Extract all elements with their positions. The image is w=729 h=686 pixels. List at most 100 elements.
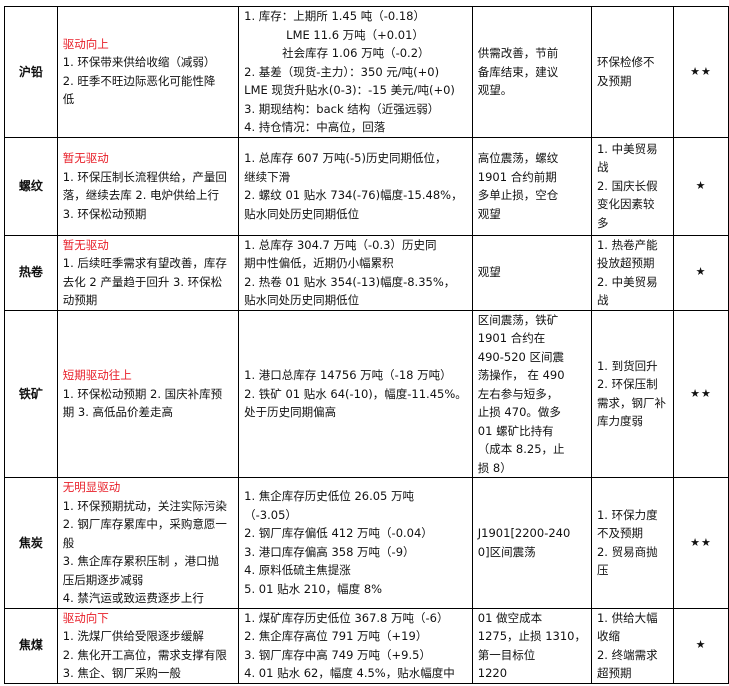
risk-cell: 环保检修不 及预期 (590, 6, 675, 138)
cell-line: 供需改善，节前 (477, 46, 559, 60)
cell-line: 3. 钢厂库存中高 749 万吨（+9.5） (244, 647, 431, 662)
cell-line: （-3.05） (244, 507, 297, 522)
cell-line: 1. 总库存 607 万吨(-5)历史同期低位， (244, 151, 447, 165)
cell-line: 2. 焦化开工高位，需求支撑有限 (62, 647, 227, 662)
cell-line: 4. 01 贴水 62，幅度 4.5%，贴水幅度中 (244, 666, 455, 680)
cell-line: 需求，钢厂补 (596, 395, 666, 410)
cell-line: 贴水同处历史同期低位 (244, 293, 360, 307)
driver-title: 驱动向上 (62, 36, 109, 51)
cell-line: 2. 旺季不旺边际恶化可能性降 (62, 73, 216, 88)
cell-line: 1. 环保力度 (596, 507, 658, 522)
risk-cell: 1. 热卷产能 投放超预期 2. 中美贸易战 (590, 234, 675, 311)
cell-line: 1. 供给大幅 (596, 610, 658, 625)
cell-line: 2. 环保压制 (596, 377, 658, 392)
cell-line: 环保检修不 (596, 55, 655, 70)
cell-line: 左右参与短多， (477, 386, 559, 401)
commodity-name: 焦炭 (4, 477, 58, 609)
cell-line: 1901 合约在 (477, 331, 546, 345)
driver-title: 暂无驱动 (62, 151, 109, 165)
cell-line: 2. 铁矿 01 贴水 64(-10)，幅度-11.45%。 (244, 386, 467, 401)
cell-line: 01 做空成本 (477, 610, 543, 625)
cell-line: 3. 期现结构：back 结构（近强远弱） (244, 101, 440, 116)
commodity-name: 热卷 (4, 234, 58, 311)
cell-line: 投放超预期 (596, 256, 655, 270)
cell-line: 1. 环保松动预期 2. 国庆补库预 (62, 386, 223, 401)
rating-stars: ★ (673, 136, 729, 236)
cell-line: 1. 总库存 304.7 万吨（-0.3）历史同 (244, 237, 437, 252)
cell-line: 损 8） (477, 460, 512, 475)
cell-line: 库力度弱 (596, 414, 643, 429)
strategy-cell: 高位震荡，螺纹 1901 合约前期 多单止损，空仓 观望 (471, 136, 592, 236)
cell-line: 超预期 (596, 666, 632, 680)
commodity-name: 沪铅 (4, 6, 58, 138)
cell-line: 2. 热卷 01 贴水 354(-13)幅度-8.35%， (244, 274, 456, 289)
cell-line: LME 现货升贴水(0-3)：-15 美元/吨(+0) (244, 83, 455, 97)
cell-line: 4. 禁汽运或致运费逐步上行 (62, 591, 204, 605)
table-row: 螺纹 暂无驱动 1. 环保压制长流程供给，产量回 落，继续去库 2. 电炉供给上行 3.… (4, 136, 729, 236)
cell-line: 1. 环保压制长流程供给，产量回 (62, 169, 227, 184)
commodity-name: 铁矿 (4, 309, 58, 478)
driver-cell: 驱动向上 1. 环保带来供给收缩（减弱） 2. 旺季不旺边际恶化可能性降低 (56, 6, 240, 138)
data-cell: 1. 港口总库存 14756 万吨（-18 万吨） 2. 铁矿 01 贴水 64(… (238, 309, 473, 478)
driver-title: 短期驱动往上 (62, 368, 132, 382)
driver-title: 暂无驱动 (62, 237, 109, 252)
cell-line: 1. 煤矿库存历史低位 367.8 万吨（-6） (244, 610, 449, 625)
cell-line: 2. 中美贸易 (596, 274, 658, 289)
cell-line: 落，继续去库 2. 电炉供给上行 (62, 188, 220, 202)
cell-line: 1220 (477, 666, 508, 680)
cell-line: 1. 环保预期扰动，关注实际污染 (62, 498, 227, 513)
risk-cell: 1. 供给大幅 收缩 2. 终端需求 超预期 (590, 607, 675, 684)
cell-line: 4. 持仓情况：中高位，回落 (244, 120, 386, 134)
cell-line: 备库结束，建议 (477, 64, 559, 79)
cell-line: 压后期逐步减弱 (62, 572, 144, 587)
cell-line: 2. 钢厂库存累库中，采购意愿一 (62, 517, 227, 531)
cell-line: 观望 (477, 265, 501, 280)
driver-title: 驱动向下 (62, 610, 109, 625)
cell-line: 2. 螺纹 01 贴水 734(-76)幅度-15.48%， (244, 188, 463, 202)
cell-line: 1. 洗煤厂供给受限逐步缓解 (62, 629, 204, 643)
cell-line: 第一目标位 (477, 647, 536, 662)
cell-line: 期中性偏低，近期仍小幅累积 (244, 256, 394, 270)
cell-line: 贴水同处历史同期低位 (244, 206, 360, 221)
cell-line: 3. 焦企、钢厂采购一般 (62, 666, 181, 680)
cell-line: 止损 470。做多 (477, 405, 561, 419)
cell-line: 观望 (477, 206, 501, 221)
cell-line: 观望。 (477, 83, 513, 97)
strategy-cell: J1901[2200-240 0]区间震荡 (471, 477, 592, 609)
driver-cell: 暂无驱动 1. 后续旺季需求有望改善，库存 去化 2 产量趋于回升 3. 环保松 动预… (56, 234, 240, 311)
cell-line: 战 (596, 293, 609, 307)
driver-cell: 短期驱动往上 1. 环保松动预期 2. 国庆补库预期 3. 高低品价差走高 (56, 309, 240, 478)
driver-cell: 驱动向下 1. 洗煤厂供给受限逐步缓解 2. 焦化开工高位，需求支撑有限 3. 焦企、… (56, 607, 240, 684)
cell-line: 区间震荡，铁矿 (477, 312, 559, 327)
cell-line: 动预期 (62, 293, 98, 307)
cell-line: 社会库存 1.06 万吨（-0.2） (282, 46, 430, 60)
driver-cell: 暂无驱动 1. 环保压制长流程供给，产量回 落，继续去库 2. 电炉供给上行 3. 环… (56, 136, 240, 236)
cell-line: 去化 2 产量趋于回升 3. 环保松 (62, 274, 223, 289)
cell-line: 2. 基差（现货-主力）：350 元/吨(+0) (244, 64, 440, 79)
commodity-analysis-table: 沪铅 驱动向上 1. 环保带来供给收缩（减弱） 2. 旺季不旺边际恶化可能性降低 1. … (4, 6, 729, 684)
cell-line: 1901 合约前期 (477, 169, 557, 184)
strategy-cell: 观望 (471, 234, 592, 311)
cell-line: 不及预期 (596, 526, 643, 541)
cell-line: 1. 库存：上期所 1.45 吨（-0.18） (244, 9, 425, 23)
cell-line: 1275，止损 1310， (477, 629, 586, 643)
data-cell: 1. 总库存 607 万吨(-5)历史同期低位， 继续下滑 2. 螺纹 01 贴水 … (238, 136, 473, 236)
table-row: 热卷 暂无驱动 1. 后续旺季需求有望改善，库存 去化 2 产量趋于回升 3. 环保松… (4, 234, 729, 311)
cell-line: 处于历史同期偏高 (244, 405, 337, 419)
cell-line: 1. 热卷产能 (596, 237, 658, 252)
rating-stars: ★★ (673, 6, 729, 138)
cell-line: 2. 钢厂库存偏低 412 万吨（-0.04） (244, 526, 433, 541)
cell-line: 般 (62, 535, 75, 550)
table-row: 铁矿 短期驱动往上 1. 环保松动预期 2. 国庆补库预期 3. 高低品价差走高 1.… (4, 309, 729, 478)
cell-line: 1. 到货回升 (596, 358, 658, 373)
cell-line: 继续下滑 (244, 169, 291, 184)
rating-stars: ★ (673, 607, 729, 684)
cell-line: J1901[2200-240 (477, 526, 571, 541)
cell-line: 期 3. 高低品价差走高 (62, 405, 174, 419)
cell-line: 多单止损，空仓 (477, 188, 559, 202)
cell-line: 变化因素较 (596, 197, 655, 212)
cell-line: 2. 贸易商抛 (596, 544, 658, 559)
cell-line: 收缩 (596, 629, 620, 643)
rating-stars: ★ (673, 234, 729, 311)
cell-line: 5. 01 贴水 210，幅度 8% (244, 581, 383, 596)
